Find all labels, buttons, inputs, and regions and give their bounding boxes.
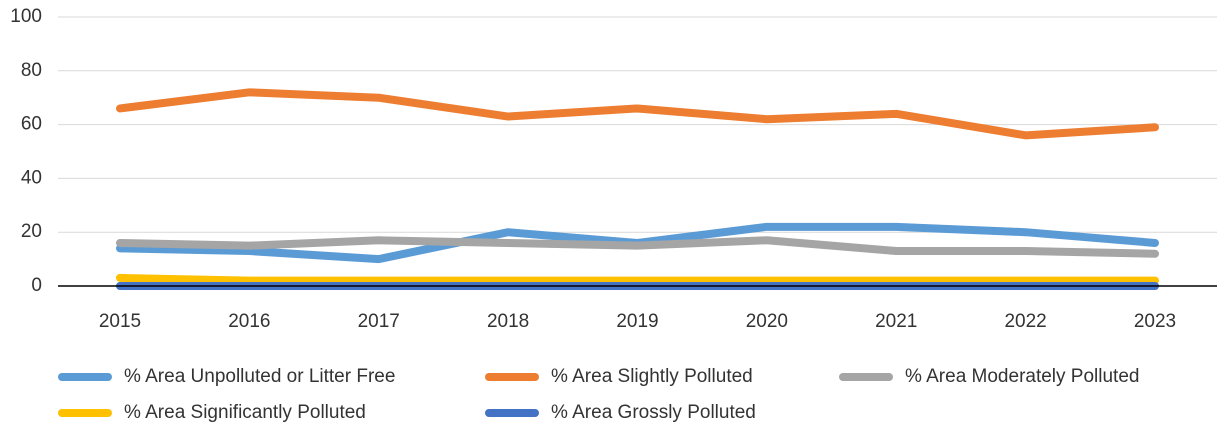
- y-tick-label: 60: [21, 114, 42, 135]
- x-tick-label: 2017: [358, 311, 400, 332]
- y-tick-label: 80: [21, 60, 42, 81]
- line-series: [116, 88, 1159, 140]
- legend-label: % Area Slightly Polluted: [551, 366, 753, 387]
- x-tick-label: 2020: [746, 311, 788, 332]
- y-tick-label: 40: [21, 167, 42, 188]
- y-tick-label: 0: [31, 275, 42, 296]
- y-tick-label: 100: [10, 6, 42, 27]
- legend-label: % Area Grossly Polluted: [551, 402, 756, 423]
- legend-label: % Area Moderately Polluted: [905, 366, 1139, 387]
- legend-label: % Area Significantly Polluted: [124, 402, 366, 423]
- x-tick-label: 2019: [616, 311, 658, 332]
- x-tick-label: 2018: [487, 311, 529, 332]
- x-tick-label: 2021: [875, 311, 917, 332]
- legend-label: % Area Unpolluted or Litter Free: [124, 366, 395, 387]
- y-tick-label: 20: [21, 221, 42, 242]
- x-tick-label: 2016: [228, 311, 270, 332]
- x-tick-label: 2015: [99, 311, 141, 332]
- x-tick-label: 2022: [1004, 311, 1046, 332]
- line-series: [116, 273, 1159, 285]
- line-series: [116, 236, 1159, 258]
- x-tick-label: 2023: [1134, 311, 1176, 332]
